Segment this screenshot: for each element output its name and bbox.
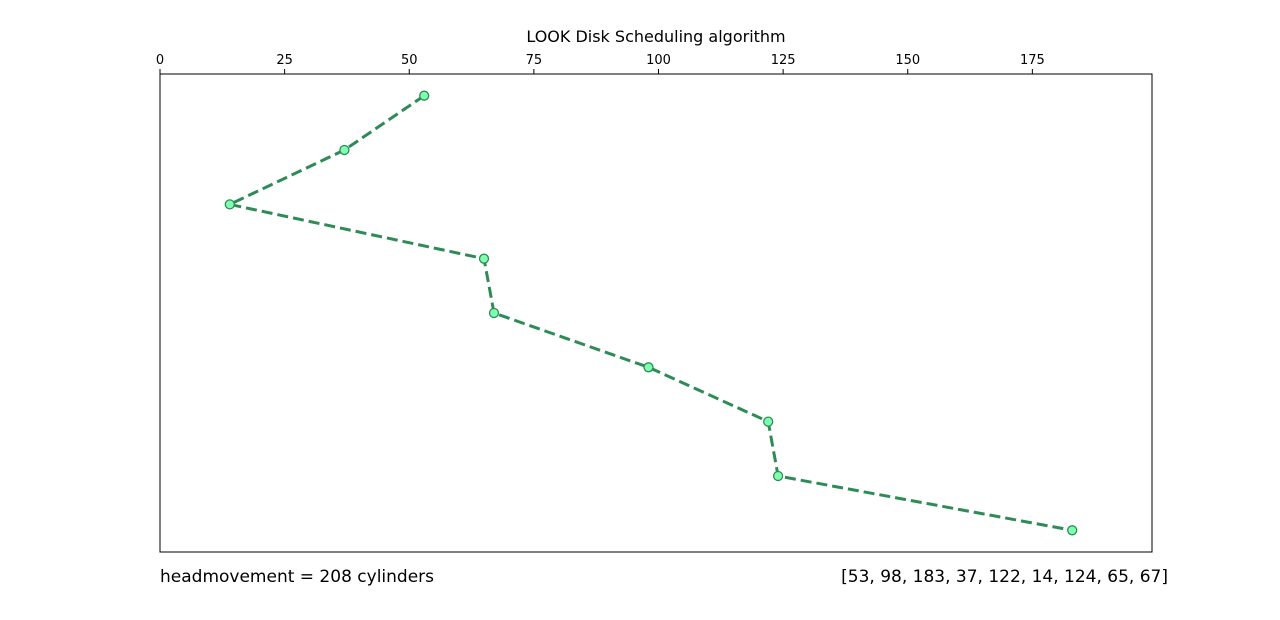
chart: LOOK Disk Scheduling algorithm 0 25 50 75 10…	[156, 27, 1153, 553]
data-point	[339, 144, 350, 156]
x-tick-label: 50	[401, 53, 418, 68]
series-line	[228, 94, 1073, 532]
series	[224, 90, 1078, 536]
x-tick-label: 0	[156, 53, 164, 68]
x-tick-label: 125	[771, 53, 796, 68]
data-point	[419, 90, 430, 101]
data-point	[763, 416, 774, 427]
x-tick-label: 175	[1020, 53, 1045, 68]
x-tick-label: 150	[895, 53, 920, 68]
data-point	[224, 199, 235, 210]
request-queue-label: [53, 98, 183, 37, 122, 14, 124, 65, 67]	[841, 567, 1168, 587]
x-tick-label: 100	[646, 53, 671, 68]
data-point	[772, 470, 784, 482]
data-point	[488, 307, 500, 319]
head-movement-label: headmovement = 208 cylinders	[160, 567, 435, 587]
data-point	[1067, 525, 1078, 536]
data-point	[643, 362, 654, 373]
chart-title: LOOK Disk Scheduling algorithm	[526, 27, 785, 46]
x-tick-label: 75	[526, 53, 543, 68]
x-axis: 0 25 50 75 100 125 150 175	[156, 53, 1045, 74]
plot-frame	[159, 73, 1153, 553]
x-tick-label: 25	[276, 53, 293, 68]
data-point	[478, 253, 490, 264]
